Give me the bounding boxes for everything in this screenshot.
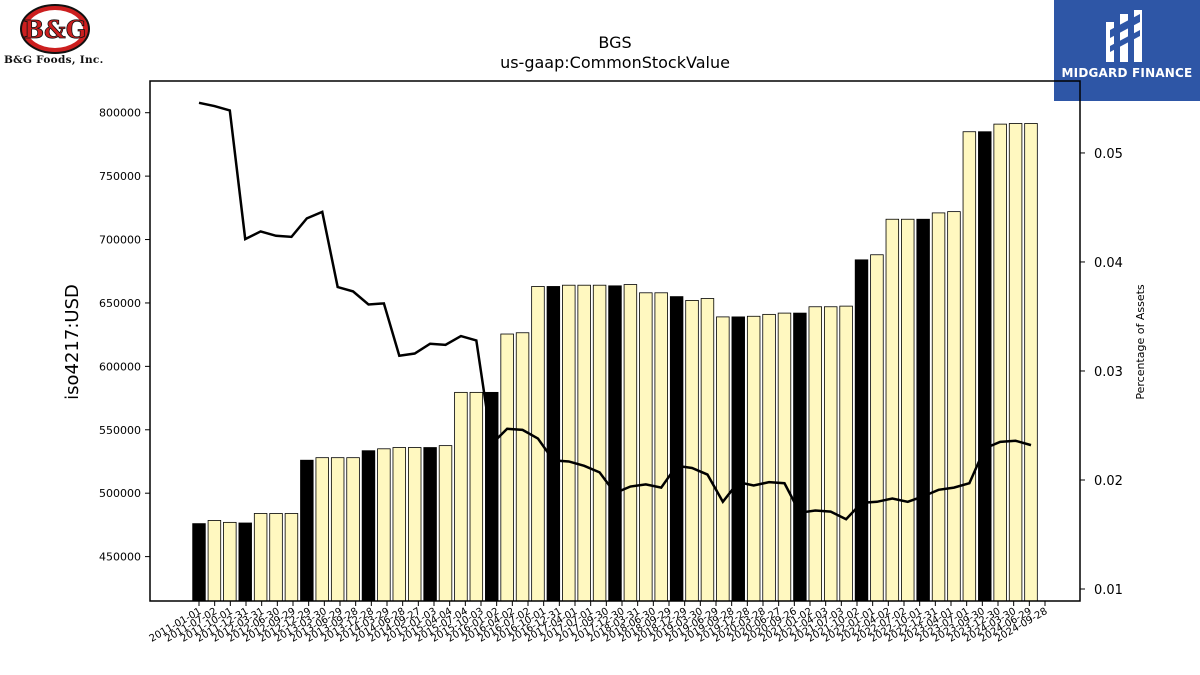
bar: [253, 513, 268, 602]
bar: [823, 306, 838, 602]
y-tick-label: 700000: [99, 234, 141, 247]
y2-tick-label: 0.01: [1094, 583, 1123, 598]
y-axis: 450000 500000 550000 600000 650000 700000 7500…: [99, 107, 150, 564]
bar: [284, 513, 299, 602]
bar: [777, 312, 792, 602]
bar: [962, 131, 977, 602]
bar: [639, 292, 653, 602]
bar: [685, 300, 699, 602]
bar: [700, 298, 715, 602]
plot-frame: [149, 80, 1081, 602]
bar: [485, 391, 499, 602]
y-tick-label: 650000: [99, 297, 141, 310]
bar: [454, 391, 468, 602]
bar: [716, 316, 730, 602]
midgard-finance-logo: MIDGARD FINANCE: [1054, 0, 1200, 101]
bar: [916, 218, 930, 602]
bar: [947, 211, 961, 602]
bg-logo-mark: B&G: [24, 15, 86, 44]
chart-subtitle: us-gaap:CommonStockValue: [500, 53, 730, 72]
y2-tick-label: 0.03: [1094, 365, 1123, 380]
bar: [870, 254, 884, 602]
bar: [330, 457, 345, 602]
bar: [1008, 123, 1023, 602]
bar: [238, 522, 252, 602]
bar: [392, 447, 407, 602]
y-axis-label: iso4217:USD: [62, 284, 83, 400]
bar: [854, 259, 869, 602]
bar: [623, 284, 638, 602]
bar: [515, 332, 530, 602]
y-tick-label: 500000: [99, 487, 141, 500]
bar: [361, 450, 376, 602]
midgard-company-name: MIDGARD FINANCE: [1061, 66, 1193, 80]
bar: [346, 457, 360, 602]
y-tick-label: 750000: [99, 170, 141, 183]
y2-axis-label: Percentage of Assets: [1134, 284, 1147, 400]
bar: [978, 131, 992, 602]
percentage-line-group: [198, 101, 1032, 521]
y2-tick-label: 0.02: [1094, 474, 1123, 489]
bar: [592, 284, 607, 602]
bar: [500, 333, 514, 602]
bar: [377, 448, 391, 602]
bg-company-name: B&G Foods, Inc.: [4, 54, 104, 66]
bar: [993, 123, 1007, 602]
bar: [423, 447, 437, 602]
bar: [654, 292, 668, 602]
bar: [207, 520, 222, 602]
bar: [469, 391, 484, 602]
percentage-line: [198, 101, 1032, 521]
bar: [546, 286, 561, 602]
y2-tick-label: 0.05: [1094, 147, 1123, 162]
bars-group: [192, 123, 1038, 602]
y-tick-label: 600000: [99, 360, 141, 373]
x-axis: 2011-01-012011-07-022011-10-012011-12-31…: [148, 601, 1050, 645]
bar: [407, 447, 422, 602]
bar: [731, 316, 745, 602]
bar: [608, 285, 622, 602]
bar: [808, 306, 823, 602]
bar: [793, 312, 807, 602]
bar: [885, 218, 900, 602]
bar: [1024, 123, 1038, 602]
bar: [839, 305, 853, 602]
y-tick-label: 550000: [99, 424, 141, 437]
y-tick-label: 800000: [99, 107, 141, 120]
y2-axis: 0.01 0.02 0.03 0.04 0.05: [1080, 147, 1123, 598]
bar: [315, 457, 329, 602]
bar: [931, 212, 946, 602]
bar: [746, 315, 761, 602]
bar: [762, 313, 776, 602]
bg-foods-logo: B&G B&G Foods, Inc.: [0, 0, 120, 75]
chart-title: BGS: [598, 33, 631, 52]
bar: [438, 445, 453, 602]
bar: [192, 523, 206, 602]
bar: [901, 218, 915, 602]
bar: [300, 459, 314, 602]
bar: [562, 284, 576, 602]
bar: [669, 296, 684, 602]
bar: [577, 284, 591, 602]
y2-tick-label: 0.04: [1094, 256, 1123, 271]
y-tick-label: 450000: [99, 551, 141, 564]
bar: [269, 513, 283, 602]
bar: [223, 521, 237, 602]
